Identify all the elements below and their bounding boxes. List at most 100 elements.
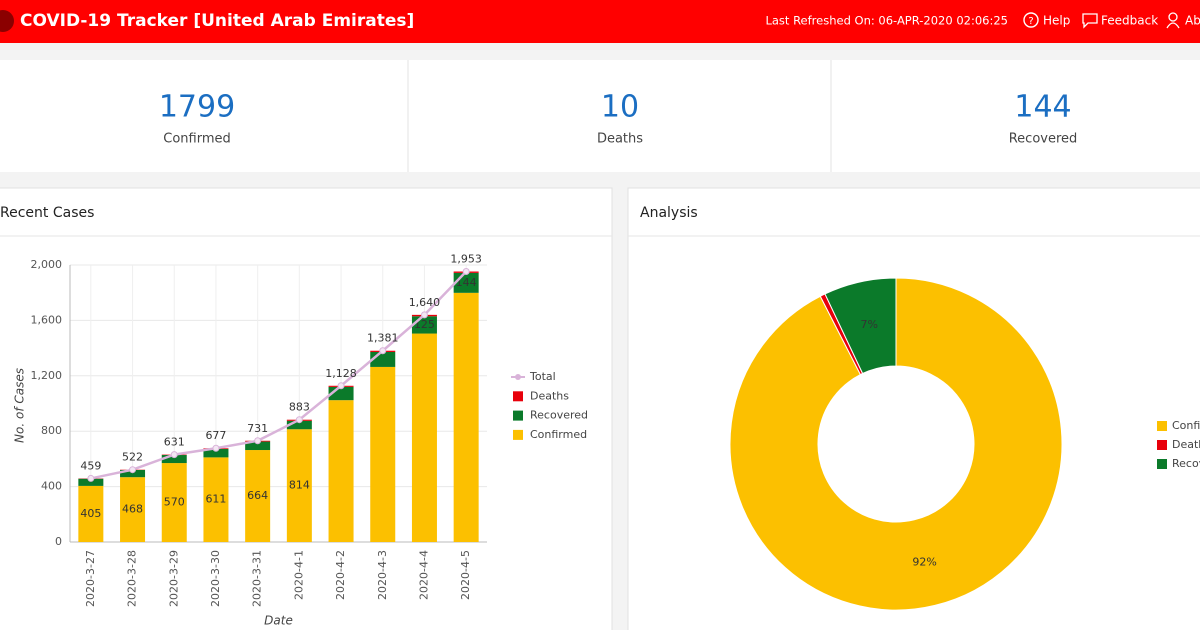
legend-swatch bbox=[513, 391, 523, 402]
y-tick-label: 0 bbox=[55, 535, 62, 548]
bar-segment bbox=[120, 469, 146, 478]
legend-label: Confirmed bbox=[530, 428, 587, 441]
data-label: 459 bbox=[80, 459, 101, 472]
legend-label: Deaths bbox=[1172, 438, 1200, 451]
panel-title: Recent Cases bbox=[0, 205, 94, 221]
bar-segment bbox=[286, 420, 312, 430]
bar-segment bbox=[161, 455, 187, 464]
bar-segment bbox=[245, 450, 271, 542]
bar-segment bbox=[161, 463, 187, 542]
y-tick-label: 800 bbox=[41, 424, 62, 437]
x-tick-label: 2020-4-5 bbox=[459, 550, 472, 600]
total-point bbox=[295, 416, 303, 424]
data-label: 814 bbox=[289, 479, 310, 492]
bar-segment bbox=[411, 333, 437, 542]
bar-segment bbox=[203, 457, 229, 542]
refreshed-time: Last Refreshed On: 06-APR-2020 02:06:25 bbox=[765, 14, 1008, 28]
data-label: 1,381 bbox=[367, 332, 399, 345]
x-tick-label: 2020-4-3 bbox=[376, 550, 389, 600]
data-label: 631 bbox=[164, 436, 185, 449]
help-icon[interactable] bbox=[1023, 12, 1039, 28]
data-label: 405 bbox=[80, 507, 101, 520]
y-tick-label: 1,600 bbox=[31, 313, 63, 326]
data-label: 468 bbox=[122, 503, 143, 516]
legend-label: Recovered bbox=[530, 409, 588, 422]
data-label: 1,640 bbox=[409, 296, 441, 309]
x-tick-label: 2020-4-1 bbox=[292, 550, 305, 600]
total-point bbox=[337, 382, 345, 390]
data-label: 125 bbox=[414, 318, 435, 331]
stat-label: Recovered bbox=[1009, 132, 1078, 147]
bar-segment bbox=[120, 477, 146, 542]
x-tick-label: 2020-4-2 bbox=[334, 550, 347, 600]
legend-swatch bbox=[513, 429, 523, 440]
stat-value: 10 bbox=[601, 90, 639, 125]
data-label: 570 bbox=[164, 496, 185, 509]
help-link[interactable]: Help bbox=[1043, 14, 1070, 28]
total-point bbox=[170, 451, 178, 459]
legend-swatch bbox=[1157, 421, 1167, 431]
feedback-link[interactable]: Feedback bbox=[1101, 14, 1158, 28]
stat-value: 144 bbox=[1014, 90, 1071, 125]
data-label: 144 bbox=[456, 276, 477, 289]
total-point bbox=[212, 444, 220, 452]
pie-slice bbox=[824, 277, 897, 375]
bar-segment bbox=[370, 366, 396, 542]
total-point bbox=[254, 437, 262, 445]
y-tick-label: 1,200 bbox=[31, 369, 63, 382]
bar-segment bbox=[286, 429, 312, 542]
total-line bbox=[90, 270, 468, 480]
logo bbox=[0, 10, 14, 32]
total-point bbox=[87, 474, 95, 482]
y-axis-label: No. of Cases bbox=[13, 368, 27, 443]
y-tick-label: 2,000 bbox=[31, 258, 63, 271]
x-tick-label: 2020-3-28 bbox=[126, 550, 139, 607]
y-tick-label: 400 bbox=[41, 480, 62, 493]
panel-title: Analysis bbox=[640, 205, 698, 221]
recent-cases-panel bbox=[0, 187, 613, 630]
x-tick-label: 2020-3-30 bbox=[209, 550, 222, 607]
legend-swatch bbox=[1157, 440, 1167, 450]
data-label: 1,128 bbox=[325, 367, 357, 380]
data-label: 611 bbox=[205, 493, 226, 506]
stats-card bbox=[0, 60, 1200, 172]
x-tick-label: 2020-4-4 bbox=[417, 550, 430, 600]
total-point bbox=[462, 268, 470, 276]
legend-swatch bbox=[1157, 459, 1167, 469]
total-point bbox=[129, 466, 137, 474]
x-tick-label: 2020-3-31 bbox=[251, 550, 264, 607]
legend-label: Deaths bbox=[530, 389, 569, 402]
legend-label: Total bbox=[529, 370, 556, 383]
data-label: 731 bbox=[247, 422, 268, 435]
data-label: 522 bbox=[122, 451, 143, 464]
bar-segment bbox=[453, 292, 479, 542]
data-label: 677 bbox=[205, 429, 226, 442]
feedback-icon[interactable] bbox=[1082, 13, 1098, 29]
bar-segment bbox=[245, 441, 271, 451]
x-tick-label: 2020-3-27 bbox=[84, 550, 97, 607]
stat-label: Deaths bbox=[597, 132, 643, 147]
stat-label: Confirmed bbox=[163, 132, 231, 147]
pie-slice bbox=[729, 277, 1063, 611]
user-icon[interactable] bbox=[1168, 12, 1178, 22]
bar-segment bbox=[78, 485, 104, 542]
total-point bbox=[379, 347, 387, 355]
stat-value: 1799 bbox=[159, 90, 235, 125]
x-axis-label: Date bbox=[264, 614, 293, 628]
legend-swatch bbox=[515, 374, 521, 380]
user-link[interactable]: Ab bbox=[1185, 14, 1200, 28]
data-label: 1,953 bbox=[450, 253, 482, 266]
bar-segment bbox=[78, 478, 104, 486]
slice-label: 7% bbox=[861, 318, 878, 331]
slice-label: 92% bbox=[912, 556, 936, 569]
legend-label: Confirmed bbox=[1172, 419, 1200, 432]
header-bar bbox=[0, 0, 1200, 43]
legend-label: Recovered bbox=[1172, 457, 1200, 470]
bar-segment bbox=[328, 400, 354, 542]
bar-segment bbox=[203, 448, 229, 458]
total-point bbox=[420, 311, 428, 319]
user-icon-body bbox=[1166, 22, 1180, 29]
data-label: 883 bbox=[289, 401, 310, 414]
